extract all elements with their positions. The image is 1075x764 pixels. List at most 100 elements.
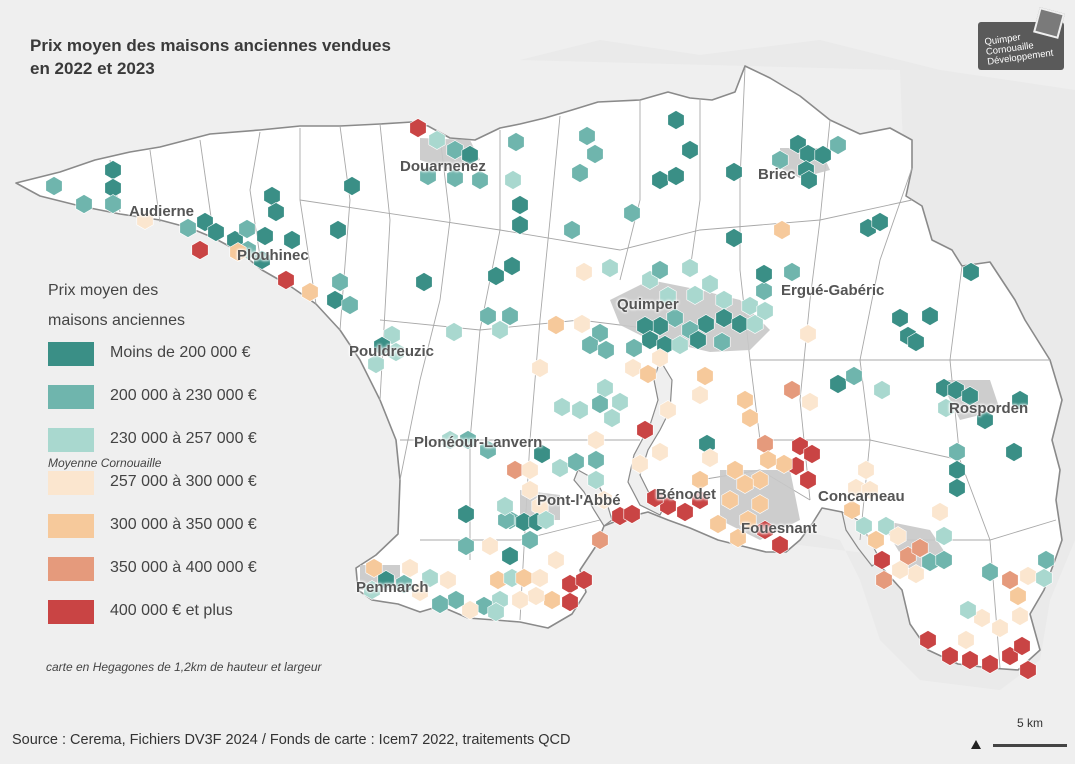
- hex-cell: [601, 258, 619, 278]
- hex-cell: [783, 380, 801, 400]
- hex-cell: [446, 168, 464, 188]
- hex-cell: [457, 536, 475, 556]
- hex-cell: [1005, 442, 1023, 462]
- hex-cell: [553, 397, 571, 417]
- hex-cell: [491, 320, 509, 340]
- hex-cell: [571, 163, 589, 183]
- hex-cell: [962, 262, 980, 282]
- place-label: Pont-l'Abbé: [537, 492, 621, 509]
- hex-cell: [447, 590, 465, 610]
- hex-cell: [729, 528, 747, 548]
- hex-cell: [343, 176, 361, 196]
- hex-cell: [725, 162, 743, 182]
- map-title: Prix moyen des maisons anciennes vendues…: [30, 34, 391, 80]
- legend-label: Moins de 200 000 €: [110, 344, 251, 361]
- hex-cell: [681, 258, 699, 278]
- hex-cell: [511, 590, 529, 610]
- hex-cell: [575, 570, 593, 590]
- hex-cell: [701, 274, 719, 294]
- place-label: Plouhinec: [237, 247, 309, 264]
- hex-cell: [531, 358, 549, 378]
- hex-cell: [1011, 390, 1029, 410]
- hex-cell: [877, 516, 895, 536]
- hex-cell: [701, 448, 719, 468]
- qcd-logo: Quimper Cornouaille Développement: [978, 7, 1066, 72]
- hex-cell: [907, 332, 925, 352]
- hex-cell: [373, 336, 391, 356]
- hex-cell: [479, 440, 497, 460]
- hex-cell: [659, 400, 677, 420]
- hex-cell: [991, 618, 1009, 638]
- hex-cell: [691, 470, 709, 490]
- hex-cell: [947, 380, 965, 400]
- hex-cell: [741, 408, 759, 428]
- hex-cell: [563, 220, 581, 240]
- hex-cell: [961, 386, 979, 406]
- hex-cell: [428, 130, 446, 150]
- hex-cell: [857, 460, 875, 480]
- hex-cell: [697, 314, 715, 334]
- hex-cell: [756, 520, 774, 540]
- hex-cell: [667, 166, 685, 186]
- hex-cell: [595, 490, 613, 510]
- hex-cell: [591, 323, 609, 343]
- hex-cell: [736, 474, 754, 494]
- hex-cell: [578, 126, 596, 146]
- hex-cell: [861, 480, 879, 500]
- hex-cell: [873, 380, 891, 400]
- hex-cell: [1035, 568, 1053, 588]
- hex-cell: [1019, 566, 1037, 586]
- hex-cell: [419, 166, 437, 186]
- hex-cell: [686, 285, 704, 305]
- legend-label: 257 000 à 300 000 €: [110, 473, 257, 490]
- hex-cell: [527, 586, 545, 606]
- hex-cell: [439, 570, 457, 590]
- hex-cell: [256, 226, 274, 246]
- hex-cell: [446, 140, 464, 160]
- hex-cell: [847, 478, 865, 498]
- hex-cell: [301, 282, 319, 302]
- hex-cell: [326, 290, 344, 310]
- hex-cell: [725, 228, 743, 248]
- hex-cell: [587, 470, 605, 490]
- hex-cell: [681, 140, 699, 160]
- legend-label: 350 000 à 400 000 €: [110, 559, 257, 576]
- legend-swatch: [48, 557, 94, 581]
- legend-title-line2: maisons anciennes: [48, 312, 185, 329]
- north-arrow-icon: [971, 740, 981, 749]
- hex-cell: [755, 281, 773, 301]
- hex-cell: [891, 560, 909, 580]
- hex-cell: [547, 315, 565, 335]
- hex-cell: [591, 530, 609, 550]
- hex-cell: [461, 145, 479, 165]
- hex-cell: [721, 490, 739, 510]
- hex-cell: [691, 490, 709, 510]
- hex-cell: [641, 330, 659, 350]
- hex-cell: [801, 392, 819, 412]
- place-label: Penmarch: [356, 579, 429, 596]
- legend-label: 200 000 à 230 000 €: [110, 387, 257, 404]
- hex-cell: [736, 390, 754, 410]
- hex-cell: [957, 630, 975, 650]
- hex-cell: [459, 430, 477, 450]
- hex-cell: [935, 526, 953, 546]
- map-title-line2: en 2022 et 2023: [30, 59, 155, 78]
- hex-cell: [1013, 636, 1031, 656]
- hex-cell: [726, 460, 744, 480]
- hex-cell: [573, 314, 591, 334]
- legend-title: Prix moyen des maisons anciennes: [48, 276, 185, 336]
- hex-cell: [537, 510, 555, 530]
- hex-cell: [771, 150, 789, 170]
- hex-cell: [504, 170, 522, 190]
- hex-cell: [507, 132, 525, 152]
- hex-cell: [667, 110, 685, 130]
- hex-cell: [651, 348, 669, 368]
- hex-cell: [365, 558, 383, 578]
- hex-cell: [803, 444, 821, 464]
- hex-cell: [959, 600, 977, 620]
- hex-cell: [1011, 606, 1029, 626]
- place-label: Audierne: [129, 203, 195, 220]
- hex-cell: [845, 366, 863, 386]
- hex-cell: [329, 220, 347, 240]
- hex-cell: [136, 210, 154, 230]
